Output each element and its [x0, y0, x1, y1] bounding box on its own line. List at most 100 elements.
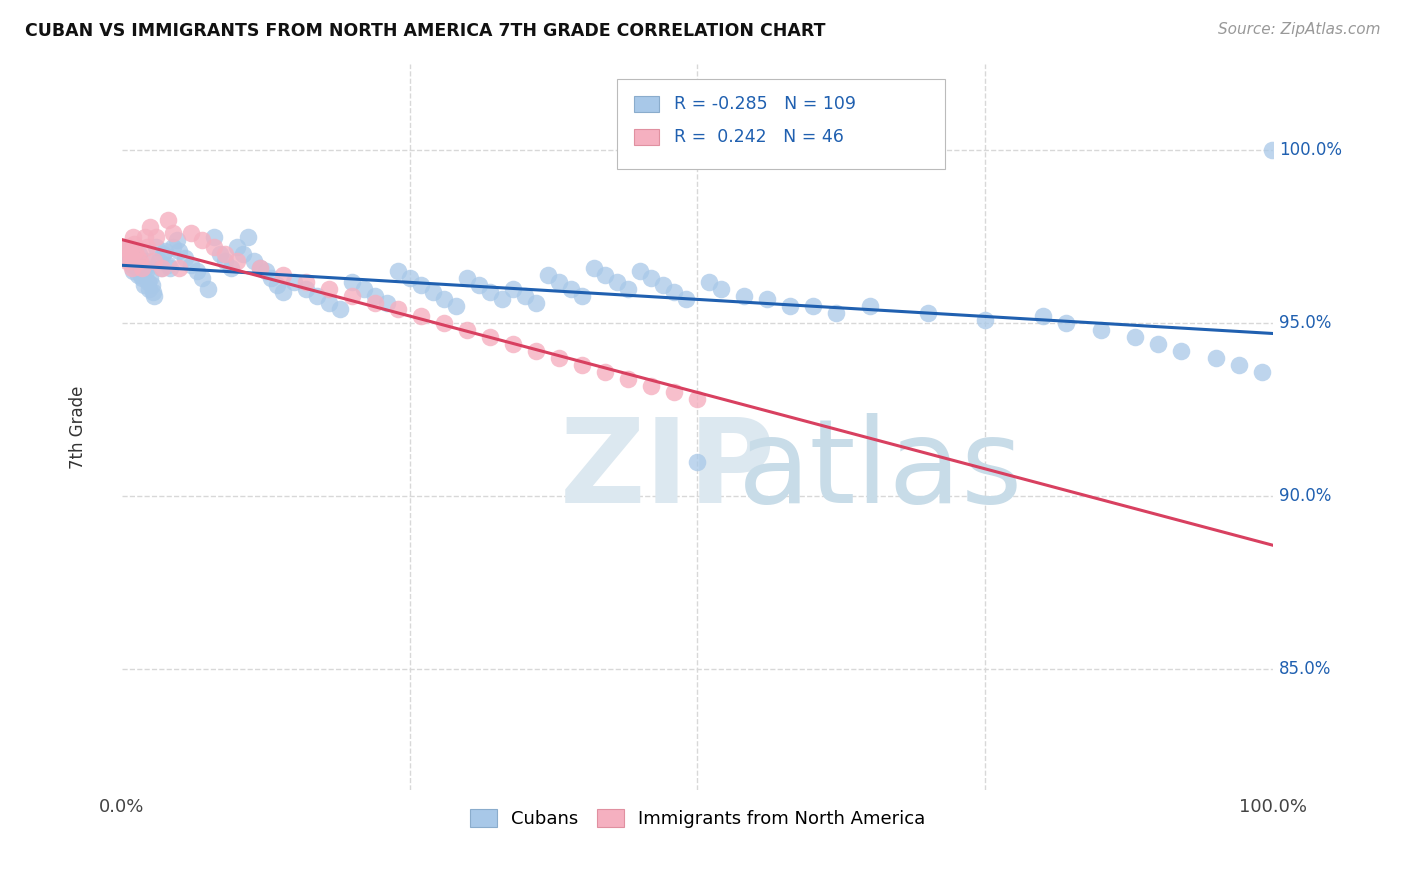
Point	[433, 292, 456, 306]
Point	[117, 247, 139, 261]
Point	[260, 271, 283, 285]
Point	[1261, 144, 1284, 158]
Point	[664, 385, 686, 400]
Point	[191, 233, 214, 247]
Text: R = -0.285   N = 109: R = -0.285 N = 109	[675, 95, 856, 113]
Point	[191, 271, 214, 285]
Text: ZIP: ZIP	[560, 413, 775, 528]
Text: atlas: atlas	[738, 413, 1024, 528]
Point	[249, 260, 271, 275]
Point	[125, 260, 148, 275]
Text: R =  0.242   N = 46: R = 0.242 N = 46	[675, 128, 845, 145]
Point	[121, 260, 143, 275]
Point	[127, 268, 149, 282]
Point	[254, 264, 277, 278]
Point	[318, 295, 340, 310]
Point	[779, 299, 801, 313]
Point	[398, 271, 420, 285]
Point	[129, 268, 152, 282]
Point	[548, 351, 571, 365]
Point	[266, 278, 288, 293]
Point	[974, 313, 997, 327]
Point	[141, 278, 163, 293]
Point	[121, 258, 143, 272]
Point	[124, 236, 146, 251]
Point	[214, 254, 236, 268]
Point	[295, 282, 318, 296]
Point	[124, 254, 146, 268]
Point	[755, 292, 778, 306]
Text: CUBAN VS IMMIGRANTS FROM NORTH AMERICA 7TH GRADE CORRELATION CHART: CUBAN VS IMMIGRANTS FROM NORTH AMERICA 7…	[25, 22, 825, 40]
Point	[162, 227, 184, 241]
Point	[524, 295, 547, 310]
Text: 85.0%: 85.0%	[1279, 660, 1331, 678]
Point	[571, 358, 593, 372]
Point	[117, 240, 139, 254]
Point	[409, 310, 432, 324]
Point	[271, 285, 294, 300]
Point	[1123, 330, 1146, 344]
Point	[733, 288, 755, 302]
Point	[225, 254, 247, 268]
Point	[131, 260, 153, 275]
Point	[329, 302, 352, 317]
Point	[467, 278, 489, 293]
Point	[295, 275, 318, 289]
Point	[433, 316, 456, 330]
Point	[145, 230, 167, 244]
Point	[208, 247, 231, 261]
Point	[142, 254, 165, 268]
Point	[444, 299, 467, 313]
Point	[595, 365, 617, 379]
Point	[180, 258, 202, 272]
Point	[422, 285, 444, 300]
Point	[120, 254, 142, 268]
Point	[129, 260, 152, 275]
Point	[709, 282, 731, 296]
Point	[142, 288, 165, 302]
Point	[283, 275, 305, 289]
Point	[652, 278, 675, 293]
Point	[202, 240, 225, 254]
Point	[375, 295, 398, 310]
Point	[917, 306, 939, 320]
Point	[675, 292, 697, 306]
Point	[186, 264, 208, 278]
Point	[127, 251, 149, 265]
Point	[122, 264, 145, 278]
Point	[606, 275, 628, 289]
Point	[134, 260, 156, 275]
Point	[167, 244, 190, 258]
Point	[307, 288, 329, 302]
Point	[595, 268, 617, 282]
Point	[142, 285, 165, 300]
Point	[513, 288, 536, 302]
Point	[149, 260, 172, 275]
Point	[1250, 365, 1272, 379]
Point	[617, 282, 640, 296]
Point	[135, 264, 157, 278]
Point	[364, 288, 387, 302]
Point	[664, 285, 686, 300]
Point	[560, 282, 582, 296]
Point	[132, 278, 155, 293]
Point	[128, 247, 150, 261]
Point	[225, 240, 247, 254]
Point	[197, 282, 219, 296]
Point	[617, 371, 640, 385]
Point	[152, 247, 174, 261]
Point	[697, 275, 720, 289]
Point	[156, 212, 179, 227]
Point	[117, 254, 139, 268]
Point	[456, 271, 478, 285]
Point	[859, 299, 882, 313]
Point	[491, 292, 513, 306]
Point	[479, 285, 502, 300]
Point	[249, 260, 271, 275]
Point	[167, 260, 190, 275]
Text: Source: ZipAtlas.com: Source: ZipAtlas.com	[1218, 22, 1381, 37]
Point	[571, 288, 593, 302]
Text: 95.0%: 95.0%	[1279, 314, 1331, 333]
Point	[159, 260, 181, 275]
Point	[139, 271, 162, 285]
